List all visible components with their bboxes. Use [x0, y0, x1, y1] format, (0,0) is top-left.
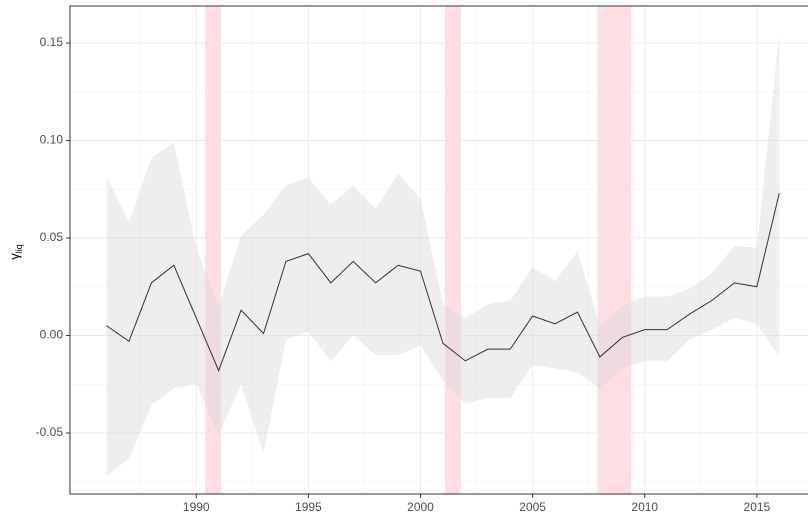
- y-label-subscript: liq: [14, 244, 24, 253]
- y-tick-label: 0.00: [40, 328, 64, 342]
- recession-band: [445, 6, 461, 494]
- x-tick-label: 2005: [519, 500, 546, 514]
- y-tick-label: 0.15: [40, 35, 64, 49]
- x-tick-label: 1995: [295, 500, 322, 514]
- y-axis-label: γliq: [7, 244, 24, 260]
- x-tick-label: 2015: [744, 500, 771, 514]
- recession-band: [205, 6, 221, 494]
- panel-border: [69, 5, 808, 495]
- x-tick-label: 2000: [407, 500, 434, 514]
- confidence-band: [106, 33, 780, 476]
- line: [106, 193, 780, 372]
- y-tick-label: 0.05: [40, 230, 64, 244]
- y-label-symbol: γ: [7, 253, 22, 260]
- y-tick-label: 0.10: [40, 133, 64, 147]
- recession-band: [597, 6, 632, 494]
- y-tick-label: -0.05: [36, 425, 64, 439]
- x-tick-label: 1990: [183, 500, 210, 514]
- x-tick-label: 2010: [631, 500, 658, 514]
